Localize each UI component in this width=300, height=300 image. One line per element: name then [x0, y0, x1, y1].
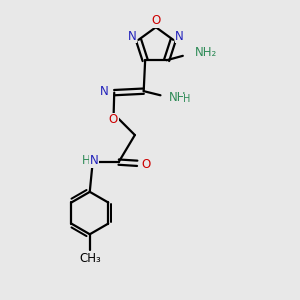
- Text: O: O: [141, 158, 151, 171]
- Text: N: N: [90, 154, 99, 167]
- Text: NH₂: NH₂: [195, 46, 218, 59]
- Text: O: O: [109, 113, 118, 126]
- Text: H: H: [82, 154, 90, 167]
- Text: N: N: [100, 85, 108, 98]
- Text: NH: NH: [169, 91, 187, 104]
- Text: O: O: [152, 14, 161, 27]
- Text: N: N: [128, 30, 136, 43]
- Text: N: N: [176, 30, 184, 43]
- Text: CH₃: CH₃: [79, 252, 101, 265]
- Text: H: H: [183, 94, 190, 104]
